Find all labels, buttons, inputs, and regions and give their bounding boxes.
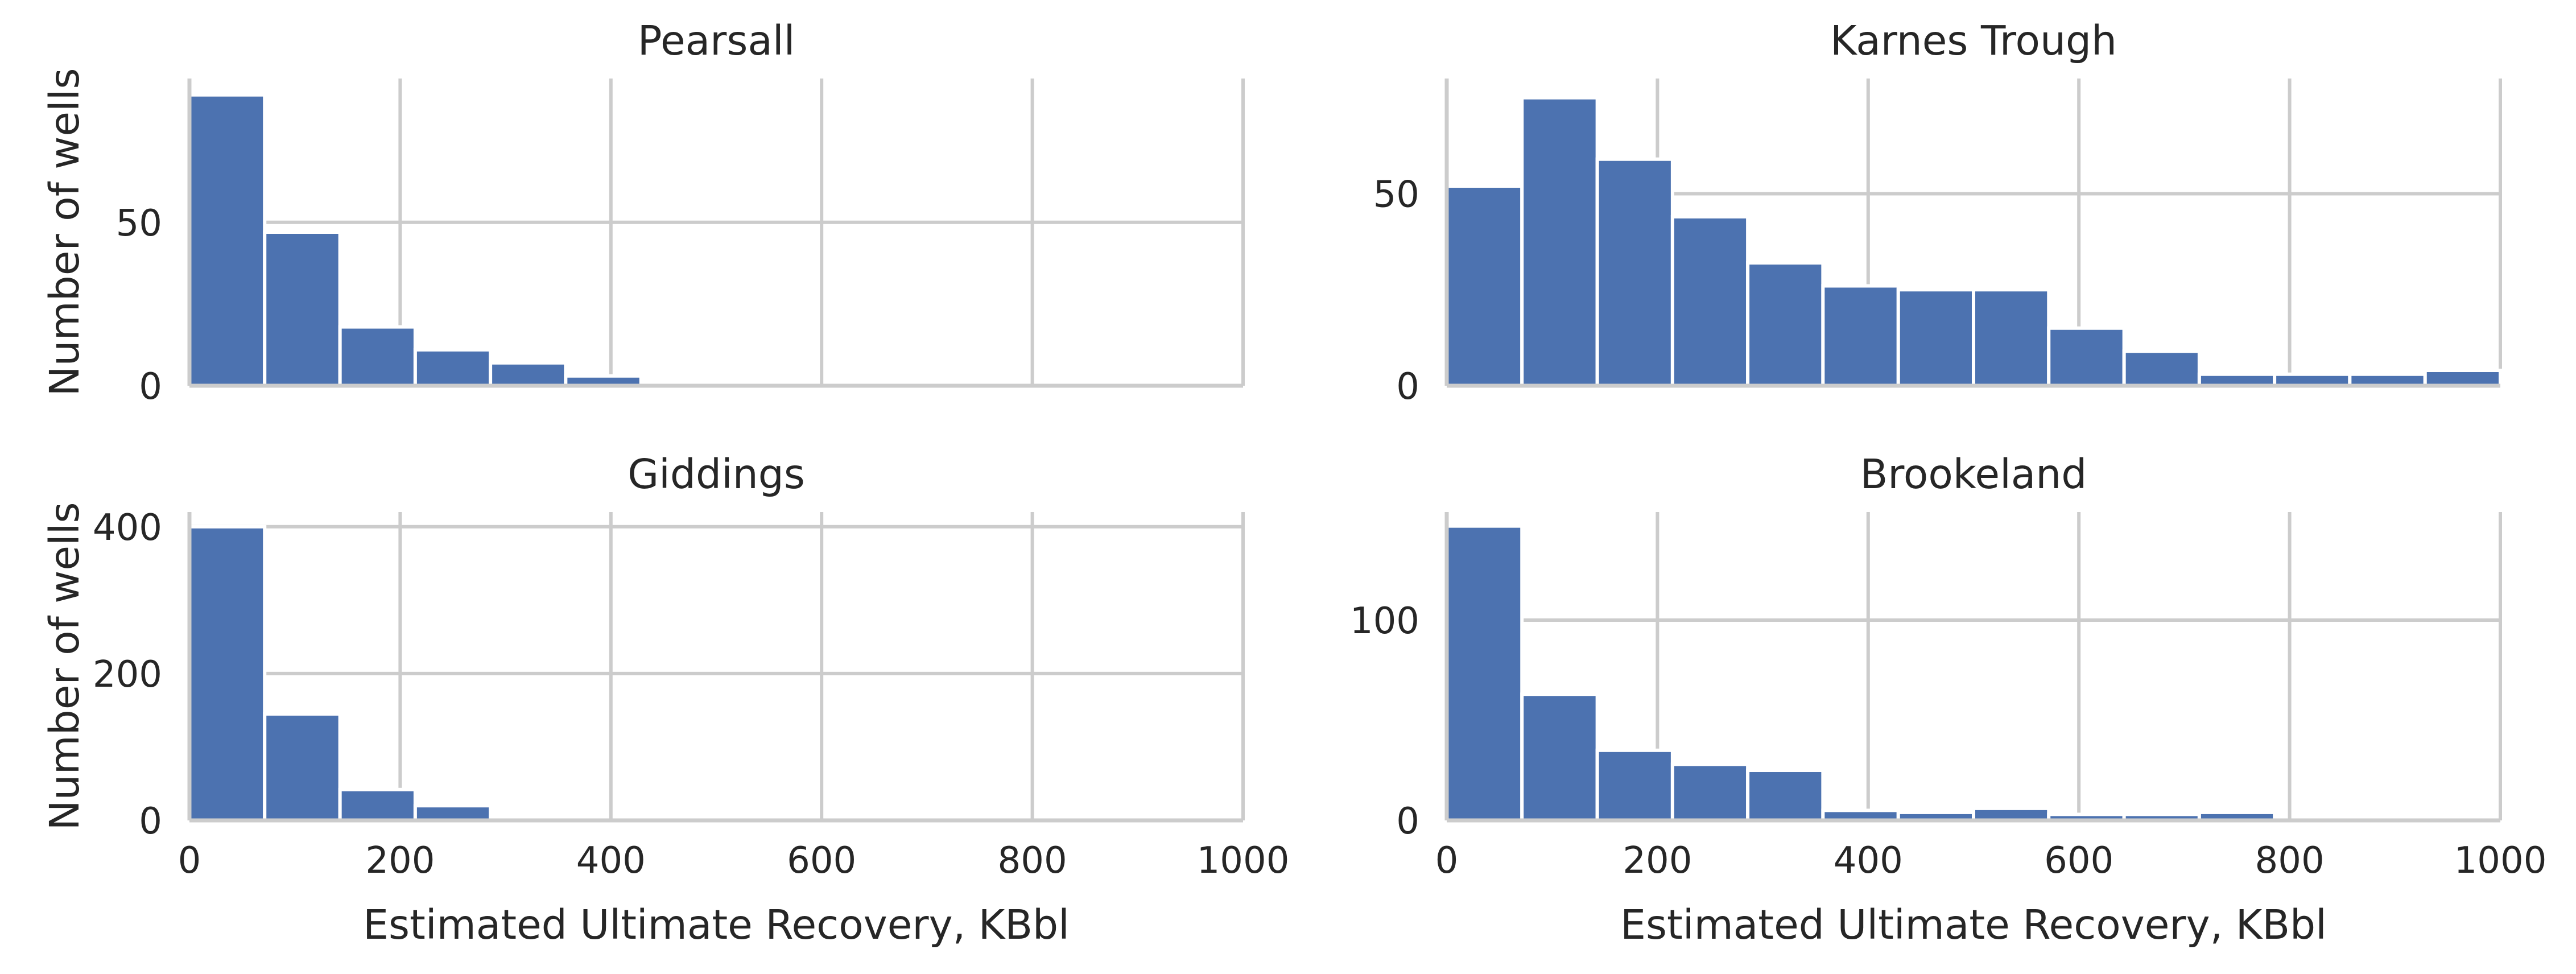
histogram-bar (188, 525, 267, 822)
x-tick-label: 200 (1623, 840, 1692, 882)
histogram-bar (413, 804, 493, 822)
histogram-bar (1896, 288, 1975, 387)
x-tick-label: 1000 (2454, 840, 2547, 882)
histogram-bar (1746, 769, 1825, 822)
y-tick-label: 0 (1396, 800, 1419, 843)
panel-karnes-trough: 0 50 Karnes Trough (1373, 17, 2502, 408)
panel-title-brookeland: Brookeland (1860, 451, 2087, 498)
histogram-bar (1520, 96, 1599, 387)
histogram-bar (2423, 369, 2502, 387)
histogram-bar (1972, 288, 2051, 387)
histogram-bar (1445, 524, 1524, 822)
x-tick-label: 0 (178, 840, 201, 882)
x-tick-label: 400 (576, 840, 646, 882)
panel-title-giddings: Giddings (628, 451, 805, 498)
y-axis-label: Number of wells (41, 502, 88, 831)
histogram-bar (2122, 349, 2201, 387)
histogram-bar (263, 712, 342, 823)
histogram-bar (413, 348, 493, 388)
panel-title-pearsall: Pearsall (638, 17, 795, 64)
histogram-bar (1746, 261, 1825, 387)
histogram-bar (1520, 692, 1599, 822)
histogram-bar (1670, 215, 1750, 387)
histogram-bar (188, 93, 267, 387)
y-tick-label: 0 (139, 366, 162, 408)
x-tick-label: 600 (787, 840, 856, 882)
histogram-bar (1595, 748, 1674, 823)
histogram-bar (1595, 157, 1674, 387)
panel-pearsall: 0 50 Pearsall Number of wells (41, 17, 1245, 408)
x-tick-label: 600 (2044, 840, 2113, 882)
histogram-bar (489, 361, 568, 387)
histogram-bar (338, 787, 417, 823)
histogram-bar (2047, 326, 2126, 387)
x-axis-label: Estimated Ultimate Recovery, KBbl (1620, 901, 2327, 948)
histogram-bar (1670, 762, 1750, 823)
panel-giddings: 0 200 400 0 200 400 600 800 1000 Giddings Number o… (41, 451, 1289, 948)
histogram-bar (263, 230, 342, 387)
histogram-bar (1445, 184, 1524, 387)
x-tick-label: 800 (998, 840, 1067, 882)
y-tick-label: 200 (93, 654, 162, 696)
x-tick-label: 0 (1435, 840, 1459, 882)
x-tick-label: 1000 (1197, 840, 1290, 882)
y-tick-label: 50 (1373, 174, 1419, 216)
y-tick-label: 0 (1396, 366, 1419, 408)
y-axis-label: Number of wells (41, 68, 88, 397)
panel-title-karnes-trough: Karnes Trough (1830, 17, 2117, 64)
y-tick-label: 100 (1350, 600, 1419, 642)
y-tick-label: 400 (93, 507, 162, 549)
histogram-bar (1821, 284, 1900, 387)
x-tick-label: 800 (2255, 840, 2325, 882)
y-tick-label: 0 (139, 800, 162, 843)
y-tick-label: 50 (116, 203, 162, 245)
x-axis-label: Estimated Ultimate Recovery, KBbl (363, 901, 1070, 948)
x-tick-label: 400 (1834, 840, 1903, 882)
histogram-bar (338, 325, 417, 388)
x-tick-label: 200 (365, 840, 435, 882)
